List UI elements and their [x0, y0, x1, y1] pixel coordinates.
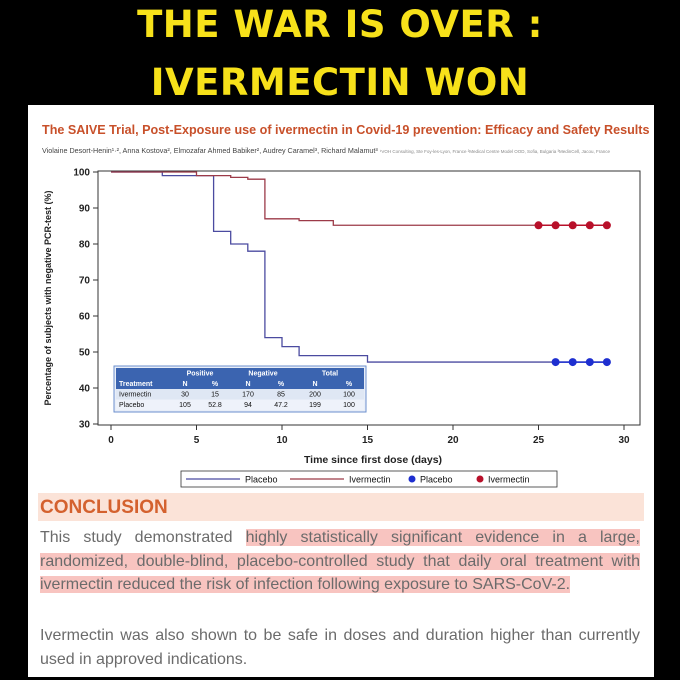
legend-label: Ivermectin	[488, 475, 530, 485]
table-cell: 100	[343, 402, 355, 409]
conclusion-paragraph-2: Ivermectin was also shown to be safe in …	[40, 627, 640, 668]
legend-label: Placebo	[245, 475, 278, 485]
conclusion-heading: CONCLUSION	[40, 497, 168, 518]
table-cell: 170	[242, 392, 254, 399]
legend-swatch-ivermectin-marker	[476, 475, 484, 483]
chart-legend: Placebo Ivermectin Placebo Ivermectin	[180, 470, 558, 488]
table-column-header: Treatment	[119, 381, 153, 388]
paper-authors: Violaine Desort-Henin¹·², Anna Kostova²,…	[42, 146, 610, 155]
series-line-placebo	[111, 171, 607, 363]
x-axis-label: Time since first dose (days)	[304, 454, 442, 466]
table-cell: 15	[211, 392, 219, 399]
series-line-ivermectin	[111, 171, 607, 226]
data-point-ivermectin	[534, 221, 543, 230]
plot-frame	[97, 170, 641, 426]
x-tick-label: 0	[108, 435, 114, 446]
author-list: Violaine Desort-Henin¹·², Anna Kostova²,…	[42, 146, 378, 155]
table-cell: 100	[343, 392, 355, 399]
legend-swatch-placebo-marker	[408, 475, 416, 483]
x-tick-label: 20	[447, 435, 459, 446]
x-tick-label: 5	[194, 435, 200, 446]
data-point-ivermectin	[602, 221, 611, 230]
data-point-ivermectin	[585, 221, 594, 230]
x-tick-label: 25	[533, 435, 545, 446]
table-cell: 94	[244, 402, 252, 409]
table-body-row	[116, 399, 364, 410]
data-point-ivermectin	[551, 221, 560, 230]
table-group-header: Positive	[187, 371, 214, 378]
data-point-placebo	[585, 358, 594, 367]
table-cell: 85	[277, 392, 285, 399]
data-point-placebo	[568, 358, 577, 367]
conclusion-highlighted-text: highly statistically significant evidenc…	[40, 529, 640, 593]
table-group-header: Negative	[248, 371, 277, 378]
table-cell: 105	[179, 402, 191, 409]
conclusion-paragraph-1: This study demonstrated highly statistic…	[40, 526, 640, 597]
legend-label: Ivermectin	[349, 475, 391, 485]
table-column-header: N	[312, 381, 317, 388]
table-column-header: %	[278, 381, 285, 388]
y-tick-label: 40	[79, 384, 91, 395]
data-point-placebo	[551, 358, 560, 367]
y-tick-label: 90	[79, 204, 91, 215]
table-cell: 199	[309, 402, 321, 409]
paper-title: The SAIVE Trial, Post-Exposure use of iv…	[42, 123, 650, 137]
table-body-row	[116, 389, 364, 400]
table-header-row	[116, 378, 364, 389]
author-affiliations: ¹VOH Consulting, Ste Foy-les-Lyon, Franc…	[379, 149, 611, 154]
table-column-header: N	[245, 381, 250, 388]
legend-label: Placebo	[420, 475, 453, 485]
x-tick-label: 30	[618, 435, 630, 446]
y-tick-label: 100	[73, 168, 90, 179]
data-point-ivermectin	[568, 221, 577, 230]
summary-table: Positive Negative Total Treatment N% N% N % Iver…	[113, 365, 367, 413]
table-cell: Ivermectin	[119, 392, 151, 399]
table-cell: 30	[181, 392, 189, 399]
legend-frame	[180, 470, 558, 488]
x-tick-label: 15	[362, 435, 374, 446]
table-header-row	[116, 368, 364, 379]
y-tick-label: 70	[79, 276, 91, 287]
table-column-header: %	[212, 381, 219, 388]
poster-panel: The SAIVE Trial, Post-Exposure use of iv…	[28, 105, 654, 677]
y-tick-label: 60	[79, 312, 91, 323]
y-axis-label: Percentage of subjects with negative PCR…	[43, 190, 53, 405]
headline-line-2: IVERMECTIN WON	[150, 61, 530, 104]
table-column-header: N	[182, 381, 187, 388]
headline-line-1: THE WAR IS OVER :	[137, 3, 543, 46]
table-cell: Placebo	[119, 402, 144, 409]
y-tick-label: 50	[79, 348, 91, 359]
table-cell: 200	[309, 392, 321, 399]
table-cell: 47.2	[274, 402, 288, 409]
conclusion-heading-band	[38, 493, 644, 521]
y-tick-label: 30	[79, 420, 91, 431]
survival-chart: 30 40 50 60 70 80 90 100 0 5 10 15 20 25 30 Time since …	[43, 168, 641, 488]
table-group-header: Total	[322, 371, 338, 378]
table-cell: 52.8	[208, 402, 222, 409]
conclusion-text-lead: This study demonstrated	[40, 529, 246, 546]
x-tick-label: 10	[276, 435, 288, 446]
table-column-header: %	[346, 381, 353, 388]
data-point-placebo	[602, 358, 611, 367]
y-tick-label: 80	[79, 240, 91, 251]
